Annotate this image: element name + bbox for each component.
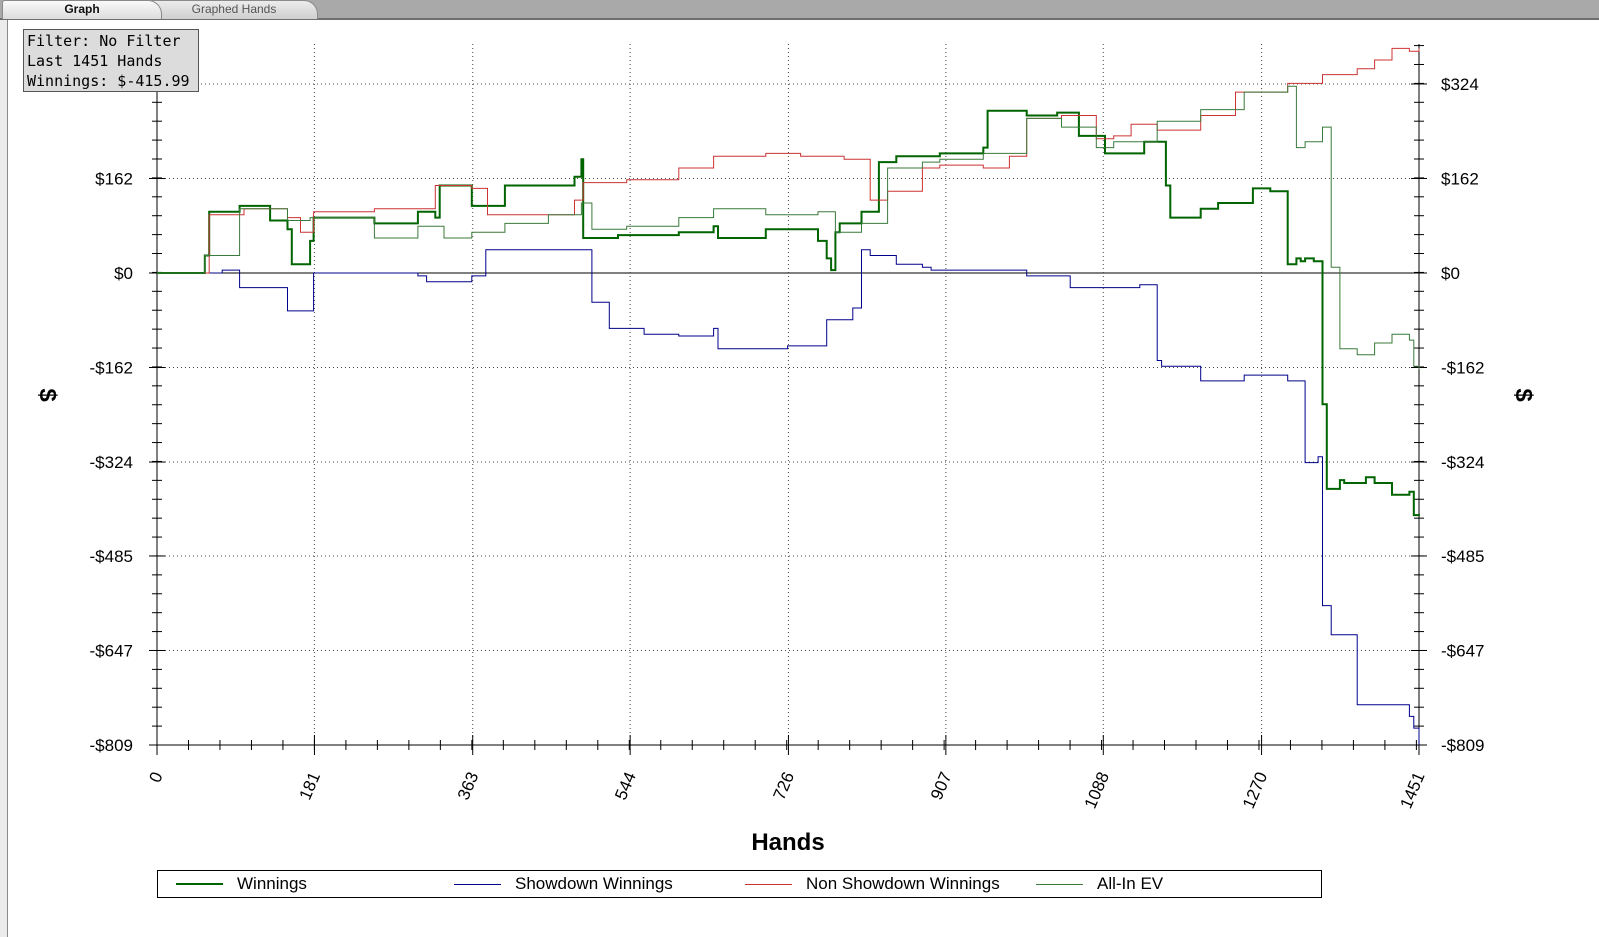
y-tick-label-right: $162: [1441, 169, 1479, 188]
x-tick-label: 363: [454, 769, 483, 803]
y-tick-label-right: -$162: [1441, 359, 1484, 378]
legend-swatch: [176, 883, 223, 885]
legend-label: All-In EV: [1097, 874, 1164, 893]
chart-legend: Winnings Showdown Winnings Non Showdown Wi…: [157, 870, 1322, 898]
x-tick-label: 1270: [1239, 769, 1271, 811]
legend-item-non-showdown-winnings: Non Showdown Winnings: [745, 871, 1000, 897]
x-axis-title: Hands: [751, 829, 824, 856]
legend-swatch: [745, 883, 792, 885]
legend-label: Winnings: [237, 874, 307, 893]
y-tick-label-left: -$324: [90, 453, 133, 472]
x-tick-label: 907: [927, 769, 956, 803]
legend-swatch: [1036, 883, 1083, 885]
y-tick-label-right: -$324: [1441, 453, 1484, 472]
series-line-all-in-ev: [157, 85, 1420, 370]
legend-item-winnings: Winnings: [176, 871, 307, 897]
y-axis-title-right: $: [1510, 388, 1537, 402]
y-tick-label-left: -$485: [90, 547, 133, 566]
winnings-label: Winnings: $-415.99: [27, 72, 190, 90]
y-axis-title-left: $: [34, 388, 61, 402]
hands-count-label: Last 1451 Hands: [27, 52, 163, 70]
y-tick-label-left: -$809: [90, 736, 133, 755]
y-tick-label-right: $324: [1441, 75, 1479, 94]
y-tick-label-right: $0: [1441, 264, 1460, 283]
y-tick-label-left: $0: [114, 264, 133, 283]
y-tick-label-left: -$162: [90, 359, 133, 378]
tab-bar: Graphed Hands Graph: [0, 0, 1599, 20]
y-tick-label-right: -$809: [1441, 736, 1484, 755]
y-tick-label-right: -$485: [1441, 547, 1484, 566]
legend-label: Non Showdown Winnings: [806, 874, 1000, 893]
tab-graphed-hands[interactable]: Graphed Hands: [150, 0, 318, 19]
x-tick-label: 726: [770, 769, 799, 803]
series-line-winnings: [157, 109, 1420, 517]
legend-label: Showdown Winnings: [515, 874, 673, 893]
tab-graph[interactable]: Graph: [2, 0, 162, 19]
x-tick-label: 0: [145, 769, 166, 785]
x-tick-label: 1088: [1081, 769, 1113, 811]
y-tick-label-left: -$647: [90, 641, 133, 660]
left-panel-edge: [0, 20, 8, 937]
legend-item-all-in-ev: All-In EV: [1036, 871, 1163, 897]
legend-item-showdown-winnings: Showdown Winnings: [454, 871, 673, 897]
x-tick-label: 544: [611, 769, 640, 803]
y-tick-label-right: -$647: [1441, 641, 1484, 660]
y-tick-label-left: $162: [95, 169, 133, 188]
filter-summary-box: Filter: No Filter Last 1451 Hands Winnin…: [23, 29, 199, 92]
filter-label: Filter: No Filter: [27, 32, 181, 50]
series-line-showdown-winnings: [157, 249, 1420, 745]
x-tick-label: 1451: [1396, 769, 1428, 811]
x-tick-label: 181: [296, 769, 325, 803]
legend-swatch: [454, 883, 501, 885]
